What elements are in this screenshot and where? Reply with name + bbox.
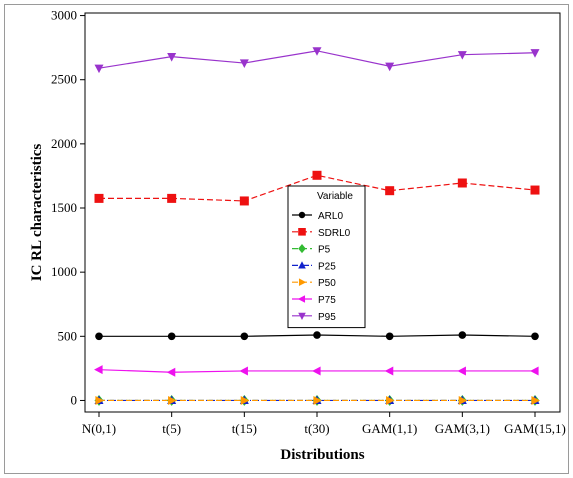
legend-marker-p95	[298, 312, 306, 320]
data-point-sdrl0	[457, 178, 467, 188]
y-tick-label: 0	[71, 392, 78, 407]
data-point-p50	[95, 395, 104, 405]
data-point-p95	[94, 64, 104, 74]
data-point-sdrl0	[94, 193, 104, 203]
y-tick-label: 3000	[51, 8, 77, 23]
legend-marker-p25	[298, 261, 306, 269]
data-point-p50	[240, 395, 250, 405]
data-point-arl0	[95, 332, 103, 341]
x-tick-label: GAM(1,1)	[362, 421, 417, 436]
y-axis-title: IC RL characteristics	[29, 144, 45, 282]
data-point-sdrl0	[239, 196, 249, 206]
y-tick-label: 2500	[51, 72, 77, 87]
legend-label-p50: P50	[318, 278, 336, 289]
data-point-sdrl0	[167, 193, 177, 203]
data-point-p50	[168, 395, 177, 405]
data-point-sdrl0	[385, 186, 395, 196]
data-point-sdrl0	[312, 170, 322, 180]
y-tick-label: 500	[58, 328, 78, 343]
legend-marker-arl0	[298, 211, 306, 219]
data-point-p75	[239, 366, 248, 376]
y-tick-label: 1000	[51, 264, 77, 279]
data-point-arl0	[313, 331, 321, 339]
legend-label-p75: P75	[318, 295, 336, 306]
data-point-p50	[386, 395, 395, 405]
legend-box	[287, 185, 366, 329]
legend-marker-p5	[298, 244, 306, 254]
x-tick-label: t(30)	[304, 421, 329, 436]
legend-label-arl0: ARL0	[318, 211, 343, 222]
y-tick-label: 2000	[51, 136, 77, 151]
data-point-p75	[94, 365, 103, 375]
legend-marker-p75	[297, 295, 306, 303]
legend-label-p95: P95	[318, 312, 336, 323]
data-point-arl0	[167, 332, 176, 341]
data-point-p95	[530, 49, 540, 58]
x-tick-label: N(0,1)	[82, 421, 116, 436]
x-tick-label: t(5)	[162, 421, 181, 436]
data-point-p50	[531, 395, 540, 405]
data-point-arl0	[385, 332, 394, 341]
data-point-arl0	[240, 332, 249, 341]
x-axis-title: Distributions	[280, 447, 364, 463]
data-point-p75	[530, 366, 539, 376]
data-point-sdrl0	[530, 185, 540, 195]
x-tick-label: GAM(3,1)	[435, 421, 490, 436]
y-tick-label: 1500	[51, 200, 77, 215]
data-point-p75	[312, 366, 321, 376]
x-tick-label: GAM(15,1)	[504, 421, 566, 436]
data-point-p50	[313, 395, 322, 405]
data-point-p95	[385, 62, 395, 72]
data-point-p75	[166, 367, 176, 377]
legend-label-p25: P25	[318, 261, 336, 272]
legend-label-p5: P5	[318, 245, 331, 256]
x-tick-label: t(15)	[232, 421, 257, 436]
data-point-p95	[167, 53, 177, 62]
data-point-p95	[239, 59, 249, 68]
legend-title: Variable	[317, 191, 353, 202]
data-point-p95	[457, 51, 467, 60]
data-point-arl0	[458, 331, 467, 339]
data-point-p75	[384, 366, 394, 376]
data-point-arl0	[531, 332, 539, 341]
chart-frame: 0 500 1000 1500 2000 2500 3000 N(0,1) t(5) t(15) t…	[4, 4, 569, 474]
data-point-p75	[457, 366, 466, 376]
legend-label-sdrl0: SDRL0	[318, 228, 351, 239]
data-point-p95	[312, 47, 322, 56]
legend-marker-sdrl0	[298, 228, 306, 236]
plot-area-border	[84, 12, 561, 413]
legend-marker-p50	[298, 278, 307, 286]
line-chart: 0 500 1000 1500 2000 2500 3000 N(0,1) t(5) t(15) t…	[29, 8, 566, 463]
data-point-p50	[458, 395, 468, 405]
